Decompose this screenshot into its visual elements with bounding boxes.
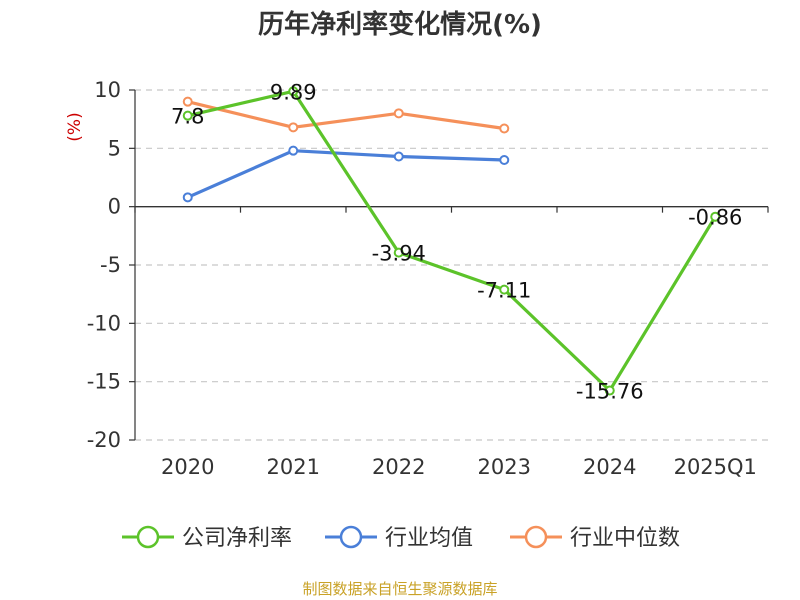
data-point[interactable] [393,247,404,258]
y-axis-title: (%) [65,112,85,141]
series-line [187,100,505,131]
data-point[interactable] [499,284,510,295]
legend-item-label[interactable]: 公司净利率 [182,526,292,551]
data-point[interactable] [604,385,615,396]
y-tick-label: 0 [108,195,121,219]
data-point[interactable] [182,192,193,203]
data-label: -3.94 [372,242,426,266]
data-label: 7.8 [171,105,204,129]
data-point[interactable] [393,151,404,162]
data-point[interactable] [393,108,404,119]
axes: 10 5 0 -5 -10 -15 -20 2020 2021 2022 2023 2024 2025Q… [87,78,769,479]
x-tick-label: 2024 [583,455,636,479]
data-label: -0.86 [688,206,742,230]
x-tick-label: 2021 [267,455,320,479]
data-point[interactable] [182,110,193,121]
x-tick-label: 2025Q1 [674,455,757,479]
x-tick-label: 2023 [478,455,531,479]
y-tick-label: 5 [108,136,121,160]
chart-title: 历年净利率变化情况(%) [258,10,542,40]
y-tick-label: -5 [100,253,121,277]
y-tick-label: 10 [94,78,121,102]
series-line [187,149,505,199]
series-lines [182,86,721,396]
data-point[interactable] [710,211,721,222]
data-point[interactable] [499,155,510,165]
x-tick-label: 2022 [372,455,425,479]
y-tick-label: -20 [87,428,121,452]
data-point[interactable] [182,96,193,107]
legend: 公司净利率 行业均值 行业中位数 [122,525,680,551]
data-point[interactable] [288,86,299,97]
grid-lines [135,89,768,441]
data-label: -15.76 [576,380,644,404]
y-tick-label: -10 [87,311,121,335]
data-label: 9.89 [270,80,317,104]
legend-marker-icon[interactable] [339,525,363,549]
data-point[interactable] [288,122,299,133]
x-tick-label: 2020 [161,455,214,479]
y-tick-label: -15 [87,370,121,394]
data-point[interactable] [288,145,299,156]
legend-marker-icon[interactable] [136,525,160,549]
data-point[interactable] [499,123,510,134]
legend-item-label[interactable]: 行业中位数 [570,526,680,551]
series-line [187,89,717,393]
legend-marker-icon[interactable] [524,525,548,549]
legend-item-label[interactable]: 行业均值 [385,526,473,551]
data-label: -7.11 [477,279,531,303]
data-labels: 7.8 9.89 -3.94 -7.11 -15.76 -0.86 [171,80,742,403]
source-note: 制图数据来自恒生聚源数据库 [302,580,498,598]
